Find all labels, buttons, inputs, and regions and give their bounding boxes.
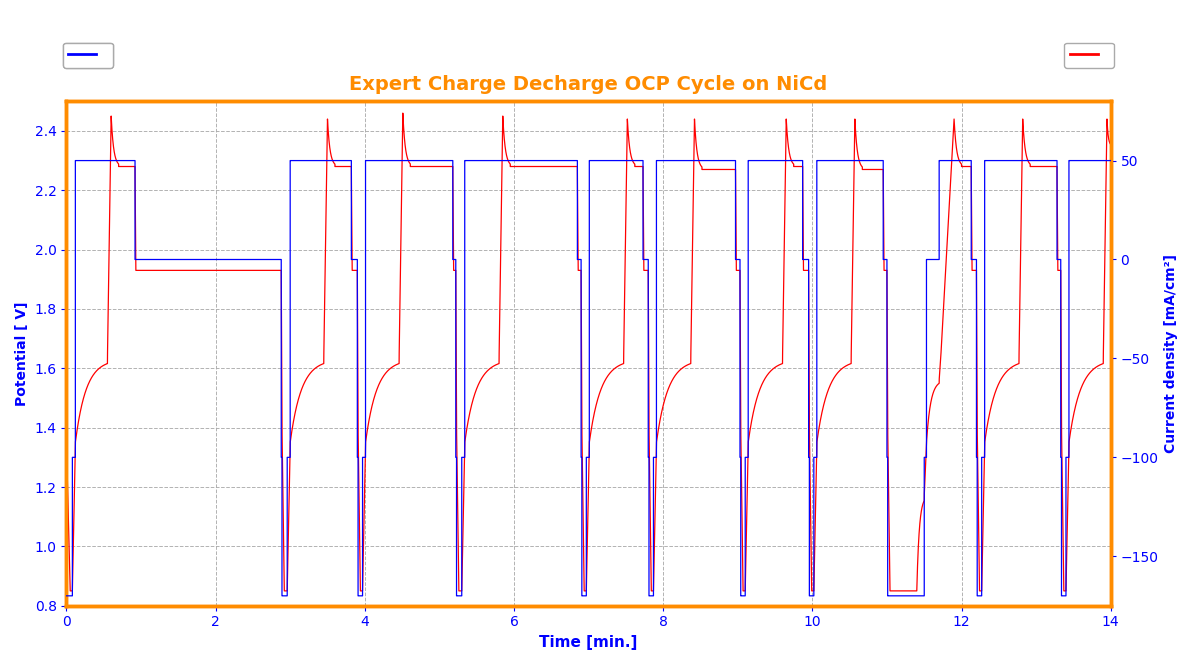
Legend: 	[63, 43, 113, 68]
Legend: 	[1064, 43, 1114, 68]
Y-axis label: Current density [mA/cm²]: Current density [mA/cm²]	[1164, 254, 1177, 453]
X-axis label: Time [min.]: Time [min.]	[539, 635, 638, 650]
Title: Expert Charge Decharge OCP Cycle on NiCd: Expert Charge Decharge OCP Cycle on NiCd	[350, 75, 828, 94]
Y-axis label: Potential [ V]: Potential [ V]	[16, 301, 29, 406]
